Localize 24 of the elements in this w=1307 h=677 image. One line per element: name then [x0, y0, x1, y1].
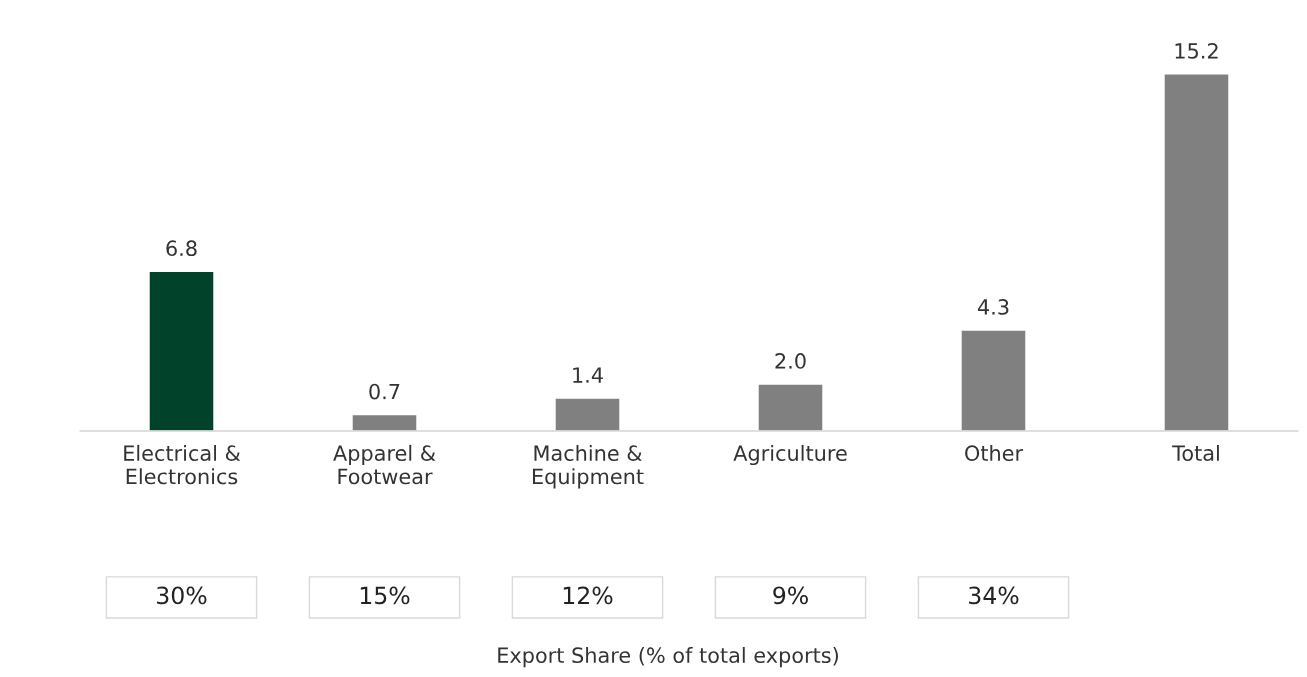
text: 12% — [563, 586, 613, 605]
x-tick-label: Agriculture — [733, 444, 847, 466]
bar — [757, 383, 824, 431]
data-label: 2.0 — [775, 353, 806, 369]
text: 9% — [773, 586, 808, 605]
x-tick-label: Machine & Equipment — [533, 444, 644, 489]
text: Export Share (% of total exports) — [498, 646, 838, 668]
bar — [1163, 73, 1230, 431]
bar — [960, 329, 1027, 431]
data-label: 15.2 — [1175, 43, 1218, 59]
text: 34% — [969, 586, 1019, 605]
bar — [351, 413, 418, 431]
text: 30% — [157, 586, 207, 605]
x-tick-label: Electrical & Electronics — [124, 444, 241, 485]
x-tick-label: Total — [1172, 444, 1219, 462]
x-tick-label: Apparel & Footwear — [333, 444, 436, 485]
x-tick-label: Other — [965, 444, 1024, 462]
data-label: 6.8 — [166, 240, 197, 257]
data-label: 0.7 — [369, 383, 400, 400]
data-label: 4.3 — [977, 299, 1009, 315]
text: 15% — [360, 586, 410, 605]
bar — [148, 270, 215, 431]
data-label: 1.4 — [573, 367, 603, 383]
bar — [554, 397, 621, 431]
